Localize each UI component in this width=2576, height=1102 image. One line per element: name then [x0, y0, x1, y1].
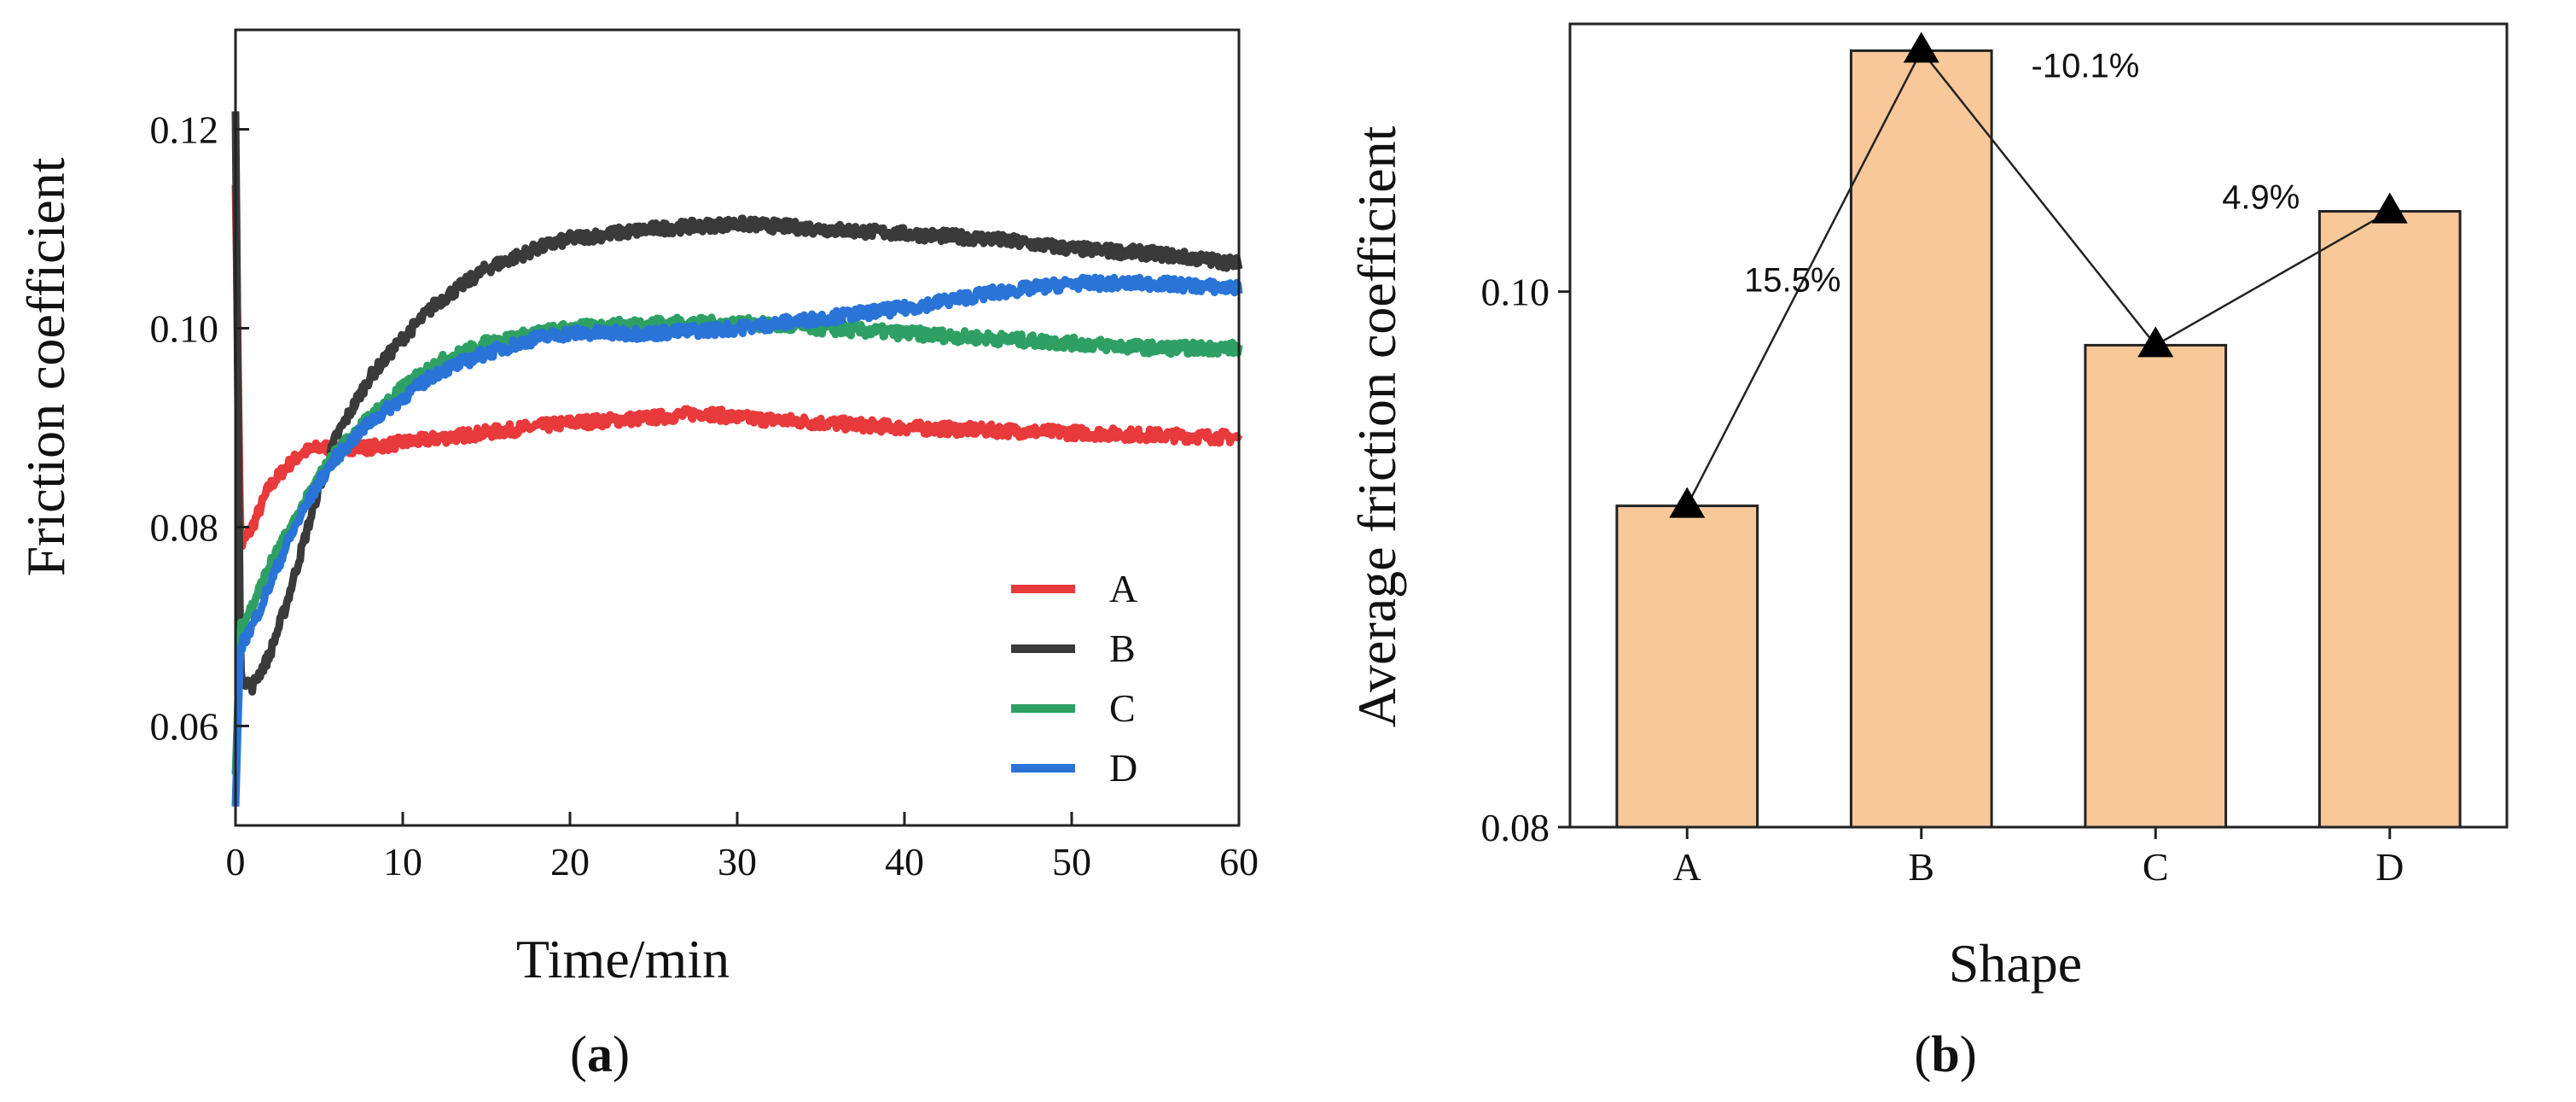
bar-d	[2317, 210, 2462, 829]
series-line-d	[231, 273, 1243, 808]
x-tick-label: B	[1908, 845, 1934, 889]
y-axis-ticks: 0.08 0.10	[1481, 271, 1570, 849]
x-axis-ticks: A B C D	[1673, 827, 2404, 889]
triangle-marker-a	[1669, 487, 1706, 518]
y-tick-label: 0.06	[150, 705, 219, 749]
legend-label-c: C	[1109, 686, 1136, 730]
panel-letter-b: b	[1931, 1026, 1959, 1082]
x-tick-label: 0	[226, 840, 246, 883]
y-axis-title: Average friction coefficient	[1346, 125, 1407, 727]
panel-label-b: (b)	[1914, 1026, 1976, 1082]
y-tick-label: 0.10	[150, 307, 219, 351]
x-tick-label: A	[1673, 845, 1701, 889]
panel-b-bar-chart: 15.5% -10.1% 4.9% A B C D 0.08 0.10 Shape Aver…	[1346, 22, 2509, 1082]
legend-label-d: D	[1109, 746, 1137, 790]
bar-group	[1615, 49, 2462, 829]
legend-label-a: A	[1109, 567, 1137, 610]
percent-label-1: 15.5%	[1744, 262, 1840, 300]
x-tick-label: 50	[1052, 840, 1091, 883]
y-tick-label: 0.08	[1481, 806, 1550, 849]
x-tick-label: 20	[550, 840, 590, 883]
x-axis-ticks: 0 10 20 30 40 50 60	[226, 812, 1259, 883]
x-tick-label: 10	[383, 840, 422, 883]
bar-a	[1615, 504, 1759, 829]
y-tick-label: 0.12	[150, 108, 219, 152]
panel-a-line-chart: 0 10 20 30 40 50 60 0.060.080.100.12 Time/min …	[15, 28, 1259, 1082]
triangle-marker-d	[2371, 192, 2408, 224]
trend-line	[1686, 49, 2391, 507]
panel-label-a: (a)	[570, 1026, 630, 1082]
percent-label-3: 4.9%	[2222, 178, 2300, 216]
x-tick-label: 40	[885, 840, 924, 883]
x-tick-label: 30	[718, 840, 757, 883]
series-line-c	[231, 313, 1243, 775]
x-tick-label: D	[2375, 845, 2404, 889]
x-tick-label: C	[2143, 845, 2169, 889]
legend-label-b: B	[1109, 627, 1136, 670]
y-axis-ticks: 0.06 0.08 0.10 0.12	[150, 108, 249, 749]
x-axis-title: Time/min	[516, 929, 730, 989]
series-line-b	[231, 111, 1243, 696]
panel-letter-a: a	[587, 1026, 613, 1082]
percent-annotations: 15.5% -10.1% 4.9%	[1744, 48, 2300, 300]
triangle-marker-b	[1903, 32, 1939, 63]
percent-label-2: -10.1%	[2032, 48, 2140, 85]
series-line-a	[231, 184, 1243, 551]
y-axis-title: Friction coefficient	[15, 157, 76, 576]
x-axis-title: Shape	[1949, 933, 2082, 994]
plot-frame	[1568, 22, 2509, 829]
bar-c	[2084, 343, 2228, 829]
y-tick-label: 0.08	[150, 506, 219, 550]
triangle-marker-c	[2137, 326, 2174, 358]
trend-line-group	[1669, 32, 2408, 518]
x-tick-label: 60	[1219, 840, 1259, 883]
bar-b	[1849, 49, 1993, 829]
y-tick-label: 0.10	[1481, 271, 1550, 314]
line-series-group	[231, 111, 1243, 808]
